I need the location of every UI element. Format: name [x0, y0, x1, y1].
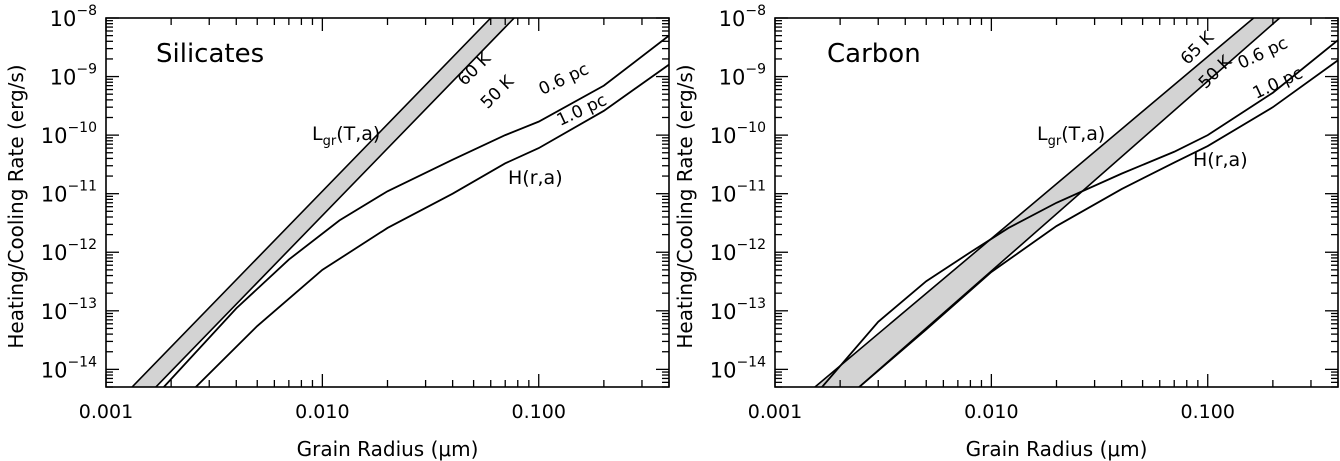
y-tick-exponent: −14	[67, 354, 97, 370]
y-tick-exponent: −9	[76, 62, 97, 78]
y-tick-mantissa: 10	[719, 66, 746, 90]
band-label: Lgr(T,a)	[312, 123, 380, 149]
band-label-rest: (T,a)	[336, 123, 380, 145]
y-tick-exponent: −9	[745, 62, 766, 78]
heating-curve-0-6pc	[821, 39, 1338, 387]
curve-distance-label: 1.0 pc	[1250, 63, 1306, 103]
y-tick-exponent: −10	[67, 120, 97, 136]
cooling-band	[132, 18, 515, 387]
x-tick-label: 0.010	[295, 401, 349, 423]
y-tick-exponent: −10	[736, 120, 766, 136]
y-tick-mantissa: 10	[41, 124, 68, 148]
y-tick-label: 10−11	[41, 179, 97, 207]
y-tick-label: 10−13	[41, 296, 97, 324]
heating-curve-1-0pc	[195, 63, 669, 387]
y-tick-exponent: −8	[745, 3, 766, 19]
band-lower-temperature-label: 50 K	[477, 71, 519, 113]
y-tick-exponent: −11	[67, 179, 97, 195]
y-tick-mantissa: 10	[41, 183, 68, 207]
band-label: Lgr(T,a)	[1037, 123, 1105, 149]
y-tick-label: 10−14	[710, 354, 766, 382]
panel-title: Silicates	[156, 39, 264, 69]
y-tick-label: 10−12	[710, 237, 766, 265]
y-tick-label: 10−8	[50, 3, 97, 31]
curve-distance-label: 1.0 pc	[554, 90, 610, 130]
carbon-panel: 0.001 0.010 0.10010−1410−1310−1210−1110−10…	[673, 3, 1339, 461]
y-tick-exponent: −8	[76, 3, 97, 19]
y-tick-mantissa: 10	[50, 66, 77, 90]
y-tick-label: 10−14	[41, 354, 97, 382]
y-tick-label: 10−10	[41, 120, 97, 148]
y-tick-exponent: −12	[736, 237, 766, 253]
y-tick-mantissa: 10	[710, 183, 737, 207]
band-upper-line	[814, 18, 1255, 387]
y-tick-mantissa: 10	[50, 7, 77, 31]
y-tick-mantissa: 10	[41, 241, 68, 265]
x-axis-title: Grain Radius (μm)	[297, 437, 479, 461]
y-tick-exponent: −13	[67, 296, 97, 312]
cooling-band	[814, 18, 1280, 387]
y-tick-exponent: −13	[736, 296, 766, 312]
band-label-main: L	[312, 123, 323, 145]
y-axis-title: Heating/Cooling Rate (erg/s)	[673, 64, 697, 348]
band-label-sub: gr	[323, 134, 337, 149]
y-tick-label: 10−9	[50, 62, 97, 90]
heating-curve-0-6pc	[163, 34, 669, 387]
y-tick-mantissa: 10	[41, 300, 68, 324]
y-axis-title: Heating/Cooling Rate (erg/s)	[4, 64, 28, 348]
heating-curve-1-0pc	[858, 59, 1338, 387]
y-tick-label: 10−8	[719, 3, 766, 31]
band-label-main: L	[1037, 123, 1048, 145]
y-tick-label: 10−12	[41, 237, 97, 265]
y-tick-mantissa: 10	[719, 7, 746, 31]
x-tick-label: 0.001	[748, 401, 802, 423]
panel-title: Carbon	[827, 39, 921, 69]
band-label-rest: (T,a)	[1061, 123, 1105, 145]
y-tick-label: 10−9	[719, 62, 766, 90]
heating-label: H(r,a)	[508, 167, 563, 189]
heating-label: H(r,a)	[1193, 149, 1248, 171]
y-tick-exponent: −11	[736, 179, 766, 195]
silicates-panel: 0.001 0.010 0.10010−1410−1310−1210−1110−10…	[4, 3, 670, 461]
y-tick-label: 10−11	[710, 179, 766, 207]
band-upper-line	[131, 18, 492, 387]
y-tick-mantissa: 10	[710, 358, 737, 382]
band-label-sub: gr	[1048, 134, 1062, 149]
y-tick-mantissa: 10	[710, 300, 737, 324]
y-tick-mantissa: 10	[41, 358, 68, 382]
x-tick-label: 0.100	[512, 401, 566, 423]
x-tick-label: 0.010	[964, 401, 1018, 423]
y-tick-exponent: −14	[736, 354, 766, 370]
y-tick-label: 10−10	[710, 120, 766, 148]
x-tick-label: 0.100	[1181, 401, 1235, 423]
band-lower-line	[858, 18, 1281, 387]
band-lower-line	[155, 18, 515, 387]
y-tick-mantissa: 10	[710, 241, 737, 265]
x-axis-title: Grain Radius (μm)	[966, 437, 1148, 461]
y-tick-mantissa: 10	[710, 124, 737, 148]
y-tick-exponent: −12	[67, 237, 97, 253]
y-tick-label: 10−13	[710, 296, 766, 324]
curve-distance-label: 0.6 pc	[536, 59, 592, 99]
x-tick-label: 0.001	[79, 401, 133, 423]
